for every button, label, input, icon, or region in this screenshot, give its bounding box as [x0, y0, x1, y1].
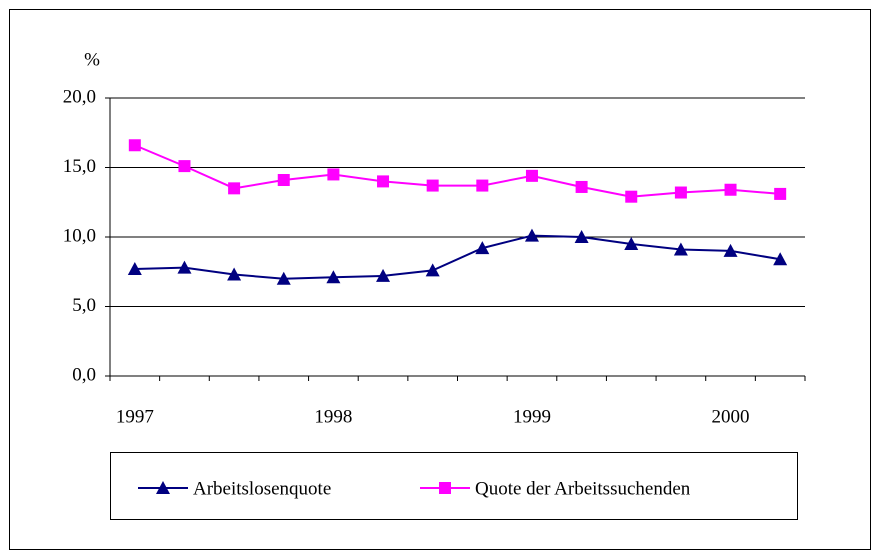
- legend-box: [110, 452, 798, 520]
- marker: [439, 482, 451, 494]
- marker: [674, 186, 687, 199]
- marker: [156, 481, 170, 494]
- y-tick-label: 15,0: [63, 156, 96, 177]
- marker: [723, 243, 738, 257]
- marker: [524, 228, 539, 242]
- marker: [177, 260, 192, 274]
- marker: [774, 187, 787, 200]
- marker: [326, 270, 341, 284]
- marker: [476, 179, 489, 192]
- marker: [178, 160, 191, 173]
- marker: [773, 252, 788, 266]
- marker: [624, 236, 639, 250]
- marker: [376, 268, 391, 282]
- marker: [426, 179, 439, 192]
- y-tick-label: 5,0: [72, 295, 96, 316]
- marker: [377, 175, 390, 188]
- marker: [475, 241, 490, 255]
- marker: [724, 183, 737, 196]
- marker: [128, 139, 141, 152]
- x-tick-label: 2000: [712, 406, 750, 427]
- y-axis-label: %: [84, 49, 100, 70]
- marker: [574, 230, 589, 243]
- y-tick-label: 20,0: [63, 86, 96, 107]
- marker: [277, 174, 290, 187]
- y-tick-label: 0,0: [72, 364, 96, 385]
- marker: [575, 180, 588, 193]
- x-tick-label: 1998: [314, 406, 352, 427]
- marker: [625, 190, 638, 203]
- x-tick-label: 1997: [116, 406, 154, 427]
- marker: [228, 182, 241, 195]
- marker: [425, 263, 440, 277]
- marker: [227, 267, 242, 281]
- marker: [127, 261, 142, 275]
- x-tick-label: 1999: [513, 406, 551, 427]
- legend-label: Quote der Arbeitssuchenden: [475, 478, 691, 499]
- marker: [525, 169, 538, 182]
- marker: [327, 168, 340, 181]
- marker: [673, 242, 688, 256]
- series-line: [134, 234, 781, 280]
- marker: [276, 271, 291, 285]
- series-line: [134, 144, 781, 198]
- legend-label: Arbeitslosenquote: [193, 478, 331, 499]
- y-tick-label: 10,0: [63, 225, 96, 246]
